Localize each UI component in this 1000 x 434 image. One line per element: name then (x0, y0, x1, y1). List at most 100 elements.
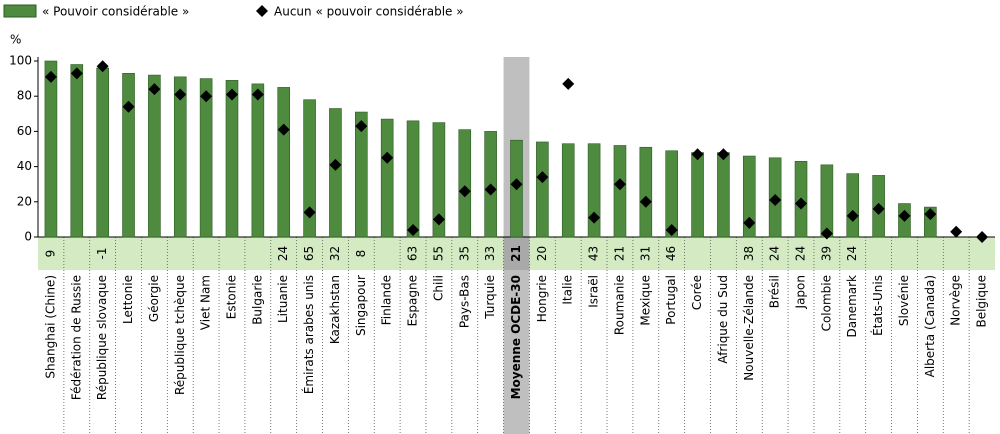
difference-label: 24 (276, 246, 290, 261)
y-tick-label: 0 (24, 230, 32, 244)
diamond-marker (924, 208, 937, 221)
diamond-marker (562, 77, 575, 90)
diamond-marker (355, 120, 368, 133)
x-tick-label: Belgique (975, 275, 989, 328)
diamond-marker (536, 171, 549, 184)
bar (251, 83, 265, 238)
bar (173, 76, 187, 238)
legend-swatch (256, 5, 268, 17)
bar (406, 120, 420, 238)
diamond-marker (665, 223, 678, 236)
x-tick-label: Danemark (845, 275, 859, 338)
diamond-marker (510, 178, 523, 191)
diamond-marker (872, 202, 885, 215)
difference-label: 33 (483, 246, 497, 261)
diamond-marker (846, 209, 859, 222)
diamond-marker (432, 213, 445, 226)
y-axis-label: % (10, 33, 21, 47)
bar (380, 118, 394, 238)
diamond-marker (639, 195, 652, 208)
x-tick-label: Chili (431, 275, 445, 301)
x-tick-label: Turquie (483, 275, 497, 320)
x-tick-label: Moyenne OCDE-30 (509, 275, 523, 399)
difference-label: 35 (457, 246, 471, 261)
bar (717, 152, 730, 238)
bar (70, 64, 84, 238)
x-tick-label: Viet Nam (199, 275, 213, 330)
bar (820, 164, 834, 238)
bar (536, 141, 549, 238)
x-tick-label: Émirats arabes unis (301, 275, 316, 394)
diamond-marker (717, 148, 730, 161)
diamond-marker (484, 183, 497, 196)
difference-label: 24 (845, 246, 859, 261)
x-tick-label: Mexique (638, 275, 652, 326)
diamond-marker (44, 70, 57, 83)
diamond-marker (898, 209, 911, 222)
diamond-marker (691, 148, 704, 161)
x-tick-label: Finlande (380, 275, 394, 325)
y-tick-label: 100 (9, 54, 32, 68)
difference-label: -1 (95, 248, 109, 260)
diamond-marker (96, 60, 109, 73)
highlight-band (503, 237, 530, 270)
bar (742, 155, 756, 238)
legend-label: Aucun « pouvoir considérable » (274, 5, 464, 19)
difference-label: 21 (509, 245, 523, 262)
diamond-marker (148, 83, 161, 96)
x-tick-label: États-Unis (870, 275, 885, 336)
y-tick-label: 20 (17, 194, 32, 208)
bar (148, 74, 161, 238)
x-tick-label: Singapour (354, 275, 368, 336)
diamond-marker (976, 231, 989, 243)
y-tick-label: 40 (17, 159, 32, 173)
diamond-marker (613, 178, 626, 191)
difference-label: 31 (638, 246, 652, 261)
bar (277, 87, 291, 238)
x-tick-label: Israël (587, 275, 601, 308)
difference-label: 39 (819, 246, 833, 261)
bar (561, 143, 575, 238)
x-tick-label: Espagne (406, 275, 420, 326)
bar (329, 108, 342, 238)
difference-label: 24 (768, 246, 782, 261)
bar (665, 150, 678, 238)
diamond-marker (200, 90, 213, 103)
difference-label: 24 (794, 246, 808, 261)
diamond-marker (458, 185, 471, 198)
legend-label: « Pouvoir considérable » (42, 5, 189, 19)
bar (432, 122, 446, 238)
diamond-marker (381, 151, 394, 164)
diamond-marker (795, 197, 808, 210)
difference-label: 43 (587, 246, 601, 261)
x-tick-label: Japon (794, 275, 808, 309)
difference-label: 21 (612, 246, 626, 261)
y-tick-label: 80 (17, 89, 32, 103)
x-tick-label: Italie (561, 275, 575, 305)
difference-label: 38 (742, 246, 756, 261)
difference-label: 8 (354, 250, 368, 258)
x-tick-label: Norvège (949, 275, 963, 326)
diamond-marker (174, 88, 187, 101)
x-tick-label: Nouvelle-Zélande (742, 275, 756, 381)
diamond-marker (70, 67, 83, 80)
diamond-marker (303, 206, 316, 219)
difference-label: 46 (664, 246, 678, 261)
diamond-marker (122, 100, 135, 113)
bar (303, 99, 316, 238)
bar (96, 67, 109, 238)
diamond-marker (225, 88, 238, 101)
diamond-marker (329, 158, 342, 171)
bar (458, 129, 472, 238)
diamond-marker (743, 216, 756, 229)
x-tick-label: Hongrie (535, 275, 549, 322)
x-tick-label: Roumanie (612, 275, 626, 335)
x-tick-label: Estonie (224, 275, 238, 319)
bar (613, 145, 627, 238)
diamond-marker (588, 211, 601, 224)
diamond-marker (820, 227, 833, 240)
x-tick-label: Alberta (Canada) (923, 275, 937, 377)
x-tick-label: Pays-Bas (457, 275, 471, 328)
bar (355, 111, 368, 238)
